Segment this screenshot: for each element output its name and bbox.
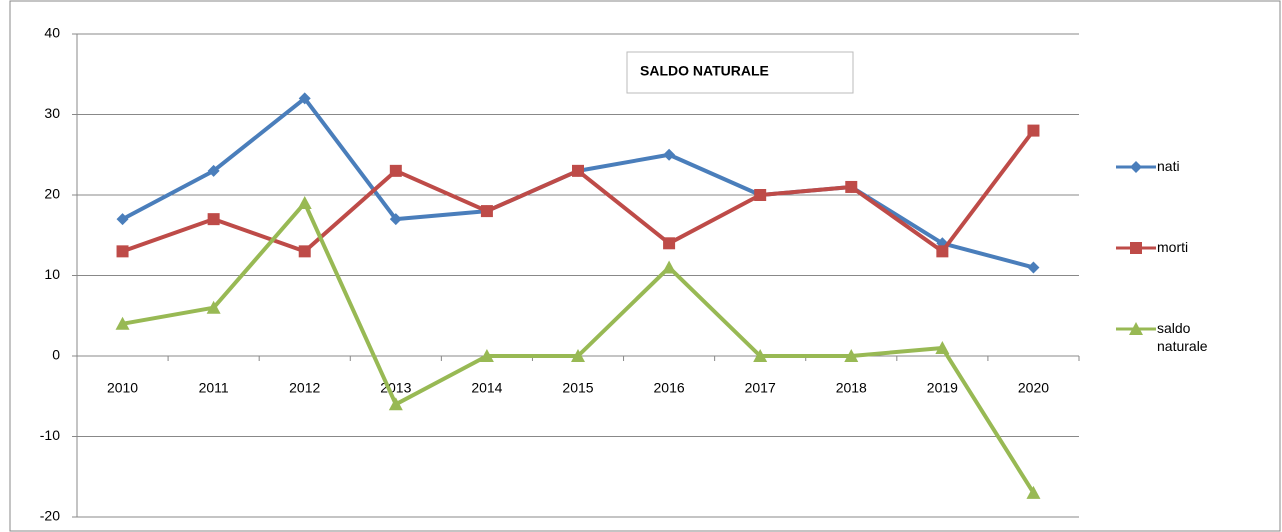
marker [298,245,311,258]
series-line [121,129,1036,254]
marker [662,260,677,274]
marker [1130,242,1142,254]
marker [116,213,129,226]
x-tick-label: 2014 [471,380,502,396]
chart-border [9,0,1281,532]
marker [1026,485,1041,499]
x-tick-label: 2015 [562,380,593,396]
y-tick-label: 40 [44,25,60,41]
marker [754,189,767,201]
marker [663,237,676,250]
y-tick-label: -10 [40,427,60,443]
marker [389,164,402,177]
y-tick-label: 20 [44,186,60,202]
marker [663,148,676,161]
y-tick-label: 10 [44,266,60,282]
marker [753,349,768,362]
marker [206,300,221,314]
marker [572,164,584,177]
title-box [626,51,854,94]
x-tick-label: 2011 [199,380,229,396]
marker [116,245,129,258]
marker [1130,161,1142,173]
marker [571,349,585,362]
series-line [122,201,1036,494]
marker [389,213,402,226]
marker [297,196,312,210]
x-tick-label: 2017 [745,380,776,396]
marker [935,340,950,354]
legend-label: nati [1157,158,1180,174]
legend-label: morti [1157,239,1189,255]
series-line [121,96,1034,270]
x-tick-label: 2019 [927,380,958,396]
x-tick-label: 2020 [1018,380,1049,396]
marker [936,245,949,258]
marker [115,316,130,330]
y-tick-label: 30 [44,105,60,121]
x-tick-label: 2012 [289,380,320,396]
marker [844,349,859,362]
x-tick-label: 2010 [107,380,138,396]
marker [207,213,220,226]
legend-label: saldo naturale [1157,320,1208,354]
y-tick-label: 0 [52,347,60,363]
marker [479,349,494,362]
marker [1027,261,1040,274]
marker [1027,124,1040,137]
marker [207,164,220,177]
y-tick-label: -20 [40,508,60,524]
marker [388,397,403,411]
marker [1129,322,1143,335]
x-tick-label: 2016 [654,380,685,396]
marker [480,205,493,218]
marker [845,180,858,193]
x-tick-label: 2018 [836,380,867,396]
chart-title: SALDO NATURALE [640,63,769,79]
marker [298,92,311,105]
